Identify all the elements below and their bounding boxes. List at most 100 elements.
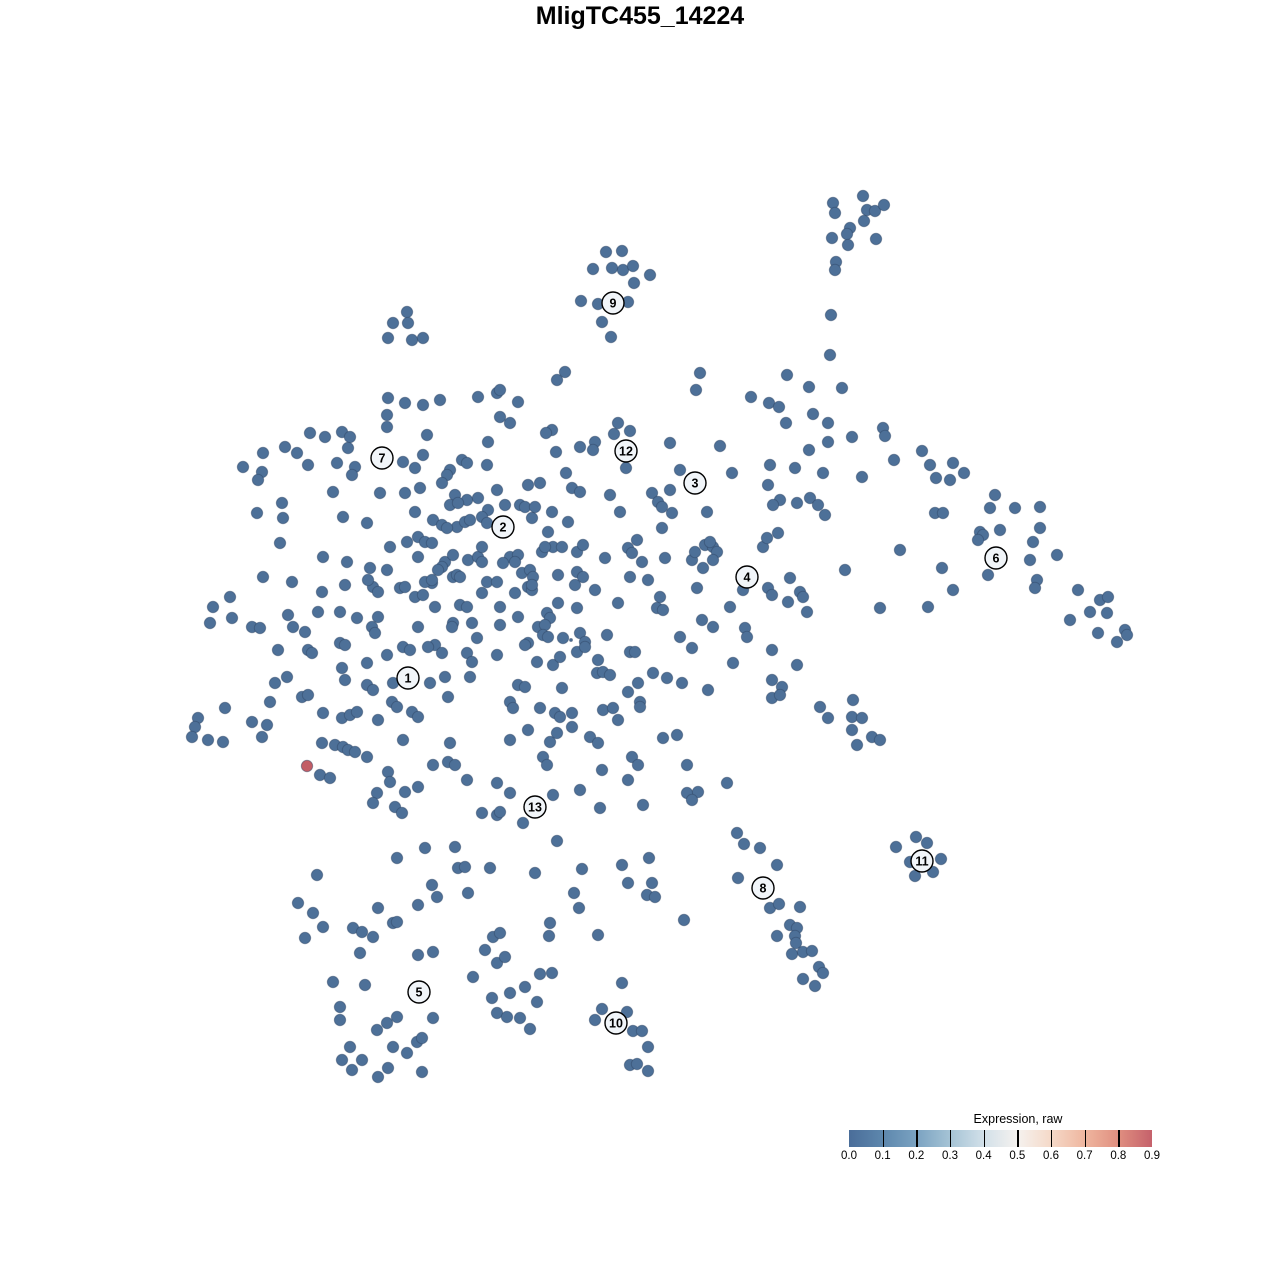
data-point bbox=[603, 488, 617, 502]
data-point bbox=[350, 705, 364, 719]
data-point bbox=[887, 453, 901, 467]
data-point bbox=[648, 890, 662, 904]
data-point bbox=[341, 441, 355, 455]
data-point bbox=[380, 408, 394, 422]
data-point bbox=[490, 956, 504, 970]
data-point bbox=[460, 600, 474, 614]
data-point bbox=[490, 575, 504, 589]
data-point bbox=[653, 590, 667, 604]
data-point bbox=[300, 759, 314, 773]
data-point bbox=[621, 773, 635, 787]
data-point bbox=[340, 555, 354, 569]
data-point bbox=[828, 206, 842, 220]
data-point bbox=[338, 578, 352, 592]
cluster-label-number: 6 bbox=[993, 552, 1000, 566]
data-point bbox=[765, 673, 779, 687]
data-point bbox=[398, 396, 412, 410]
data-point bbox=[1033, 521, 1047, 535]
data-point bbox=[326, 485, 340, 499]
data-point bbox=[345, 468, 359, 482]
data-point bbox=[506, 701, 520, 715]
cluster-label-number: 3 bbox=[692, 477, 699, 491]
data-point bbox=[765, 588, 779, 602]
data-point bbox=[416, 331, 430, 345]
data-point bbox=[641, 1040, 655, 1054]
data-point bbox=[530, 655, 544, 669]
data-point bbox=[713, 439, 727, 453]
legend: Expression, raw 0.0 0.1 0.2 0.3 0.4 0.5 0.6 0.7… bbox=[841, 1112, 1160, 1164]
data-point bbox=[588, 1013, 602, 1027]
data-point bbox=[846, 693, 860, 707]
data-point bbox=[780, 368, 794, 382]
data-point bbox=[625, 750, 639, 764]
data-point bbox=[946, 456, 960, 470]
data-point bbox=[311, 605, 325, 619]
data-point bbox=[460, 646, 474, 660]
data-point bbox=[586, 443, 600, 457]
data-point bbox=[425, 536, 439, 550]
data-point bbox=[556, 631, 570, 645]
data-point bbox=[463, 513, 477, 527]
data-point bbox=[625, 546, 639, 560]
data-point bbox=[538, 618, 552, 632]
data-point bbox=[783, 571, 797, 585]
data-point bbox=[268, 676, 282, 690]
data-point bbox=[553, 710, 567, 724]
data-point bbox=[760, 531, 774, 545]
data-point bbox=[496, 556, 510, 570]
data-point bbox=[1071, 583, 1085, 597]
data-point bbox=[538, 540, 552, 554]
data-point bbox=[656, 731, 670, 745]
data-point bbox=[280, 670, 294, 684]
cluster-label: 3 bbox=[683, 471, 707, 495]
data-point bbox=[1100, 606, 1114, 620]
data-point bbox=[578, 640, 592, 654]
data-point bbox=[503, 986, 517, 1000]
legend-tick-label: 0.7 bbox=[1076, 1150, 1093, 1162]
data-point bbox=[475, 806, 489, 820]
data-point bbox=[726, 656, 740, 670]
data-point bbox=[655, 521, 669, 535]
data-point bbox=[645, 486, 659, 500]
data-point bbox=[400, 305, 414, 319]
cluster-label: 12 bbox=[614, 439, 638, 463]
data-point bbox=[559, 466, 573, 480]
legend-tick bbox=[1118, 1130, 1120, 1147]
data-point bbox=[793, 900, 807, 914]
data-point bbox=[877, 198, 891, 212]
data-point bbox=[543, 916, 557, 930]
data-point bbox=[946, 583, 960, 597]
data-point bbox=[599, 245, 613, 259]
data-point bbox=[370, 786, 384, 800]
data-point bbox=[485, 991, 499, 1005]
data-point bbox=[630, 1057, 644, 1071]
data-point bbox=[706, 553, 720, 567]
data-point bbox=[611, 713, 625, 727]
data-point bbox=[465, 655, 479, 669]
data-point bbox=[458, 860, 472, 874]
legend-tick bbox=[1051, 1130, 1053, 1147]
data-point bbox=[988, 488, 1002, 502]
data-point bbox=[348, 745, 362, 759]
data-point bbox=[498, 950, 512, 964]
data-point bbox=[1026, 535, 1040, 549]
data-point bbox=[576, 538, 590, 552]
data-point bbox=[878, 429, 892, 443]
data-point bbox=[561, 515, 575, 529]
cluster-label-circle bbox=[614, 439, 638, 463]
data-point bbox=[701, 683, 715, 697]
data-point bbox=[855, 470, 869, 484]
data-point bbox=[551, 568, 565, 582]
data-point bbox=[373, 486, 387, 500]
data-point bbox=[256, 570, 270, 584]
data-point bbox=[478, 943, 492, 957]
data-point bbox=[256, 446, 270, 460]
data-point bbox=[595, 763, 609, 777]
data-point bbox=[408, 505, 422, 519]
data-point bbox=[621, 876, 635, 890]
data-point bbox=[345, 1063, 359, 1077]
data-point bbox=[611, 596, 625, 610]
data-point bbox=[811, 498, 825, 512]
data-point bbox=[802, 443, 816, 457]
